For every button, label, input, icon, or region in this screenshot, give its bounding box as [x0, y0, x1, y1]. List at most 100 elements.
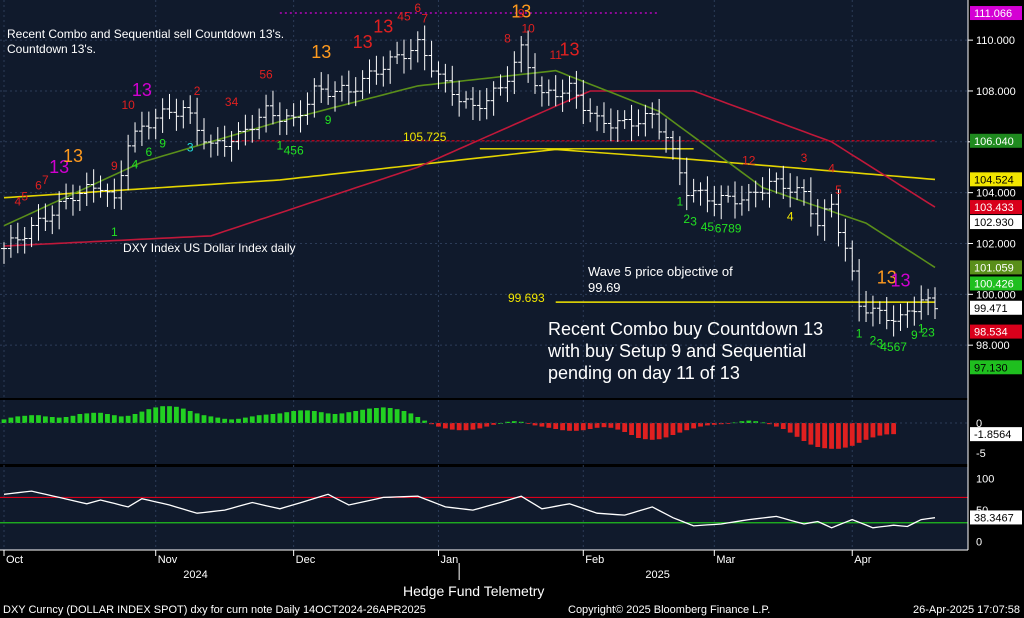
- macd-bar: [132, 414, 138, 423]
- macd-bar: [249, 416, 255, 423]
- price-panel: [0, 0, 968, 398]
- price-tag-box: [970, 300, 1022, 315]
- macd-bar: [22, 415, 28, 423]
- macd-bar: [822, 423, 828, 449]
- price-tag-box: [970, 276, 1022, 291]
- macd-bar: [394, 409, 400, 423]
- chart-subtitle: Recent Combo and Sequential sell Countdo…: [7, 27, 284, 41]
- macd-bar: [477, 423, 483, 429]
- price-bar: [925, 288, 932, 316]
- macd-bar: [670, 423, 676, 435]
- td-count-label: 13: [63, 146, 83, 166]
- price-tag: 97.130: [970, 360, 1022, 375]
- macd-bar: [739, 421, 745, 423]
- price-bar: [773, 172, 780, 194]
- td-count-label: 23: [921, 326, 935, 340]
- year-label: 2025: [645, 569, 669, 581]
- td-count-label: 13: [891, 271, 911, 291]
- wave5-annotation-value: 99.69: [588, 280, 621, 295]
- td-count-label: 2: [194, 84, 201, 98]
- macd-bar: [49, 417, 55, 423]
- macd-bar: [180, 408, 186, 423]
- price-bar: [669, 130, 676, 160]
- price-bar: [690, 178, 697, 203]
- price-bar: [814, 199, 821, 236]
- price-bar: [83, 172, 90, 206]
- macd-bar: [849, 423, 855, 446]
- price-bar: [118, 160, 125, 210]
- price-bar: [449, 65, 456, 106]
- macd-bar: [229, 419, 234, 423]
- macd-bar: [201, 415, 207, 423]
- td-count-label: 3: [187, 140, 194, 154]
- td-count-label: 2: [870, 333, 877, 347]
- macd-bar: [553, 423, 559, 429]
- price-bar: [56, 191, 63, 230]
- macd-bar: [146, 409, 152, 423]
- price-tag-text: 100.426: [974, 278, 1014, 290]
- td-count-label: 6: [414, 1, 421, 15]
- price-tag-box: [970, 324, 1022, 339]
- macd-bar: [677, 423, 683, 433]
- price-bar: [366, 59, 373, 94]
- td-count-label: 9: [111, 159, 118, 173]
- price-bar: [552, 75, 559, 107]
- macd-bar: [601, 423, 607, 428]
- chart-title: DXY Index US Dollar Index daily: [123, 241, 296, 255]
- macd-bar: [829, 423, 834, 449]
- price-bar: [63, 183, 70, 210]
- price-bar: [152, 108, 159, 140]
- price-bar: [876, 301, 883, 325]
- price-tag: 106.040: [970, 133, 1022, 148]
- price-bar: [221, 125, 228, 157]
- price-tag-box: [970, 200, 1022, 215]
- td-count-label: 56: [259, 67, 273, 81]
- macd-bar: [422, 420, 428, 423]
- price-bar: [228, 131, 235, 162]
- macd-bar: [42, 416, 48, 423]
- price-bar: [676, 136, 683, 186]
- price-bar: [104, 183, 111, 207]
- macd-bar: [1, 419, 7, 423]
- macd-bar: [705, 423, 710, 426]
- macd-bar: [153, 407, 159, 423]
- macd-bar: [194, 413, 200, 423]
- td-count-label: 6: [35, 179, 42, 193]
- macd-bar: [208, 416, 214, 423]
- price-bar: [373, 55, 380, 85]
- price-tag: 99.471: [970, 300, 1022, 315]
- td-count-label: 13: [132, 80, 152, 100]
- td-count-label: 7: [421, 11, 428, 25]
- wave5-annotation: Wave 5 price objective of: [588, 264, 733, 279]
- td-count-label: 2: [683, 212, 690, 226]
- price-tick-label: 110.000: [976, 35, 1015, 47]
- price-bar: [897, 303, 904, 331]
- macd-bar: [684, 423, 690, 431]
- td-count-label: 1: [111, 225, 118, 239]
- price-bar: [463, 91, 470, 109]
- macd-bar: [725, 423, 731, 424]
- macd-bar: [242, 417, 248, 423]
- macd-bar: [511, 421, 517, 423]
- price-tag-box: [970, 133, 1022, 148]
- price-bar: [890, 305, 897, 337]
- price-bar: [483, 88, 490, 120]
- macd-tag-box: [970, 427, 1022, 442]
- td-count-label: 10: [521, 22, 535, 36]
- price-bar: [456, 80, 463, 117]
- axes: 98.000100.000102.000104.000106.000108.00…: [0, 0, 1016, 581]
- macd-bar: [629, 423, 634, 435]
- macd-bar: [256, 415, 262, 423]
- price-bar: [511, 51, 518, 95]
- price-bar: [566, 75, 573, 103]
- td-count-label: 9: [325, 113, 332, 127]
- price-tag-text: 104.524: [974, 174, 1014, 186]
- price-bar: [614, 110, 621, 142]
- month-label: Nov: [158, 554, 178, 566]
- price-bar: [725, 185, 732, 203]
- macd-bar: [773, 423, 779, 427]
- price-bar: [794, 176, 801, 200]
- price-bar: [863, 290, 870, 322]
- price-bar: [738, 185, 745, 216]
